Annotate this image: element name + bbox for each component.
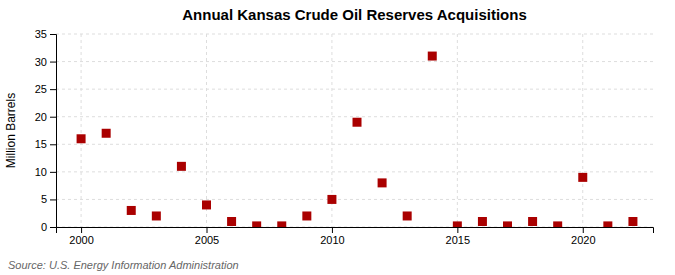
x-tick-label: 2020 xyxy=(571,234,595,246)
point xyxy=(578,173,587,182)
point xyxy=(428,52,437,61)
y-tick: 30 xyxy=(35,56,56,68)
grid-line xyxy=(56,199,653,200)
x-axis-line xyxy=(57,228,654,234)
point xyxy=(478,217,487,226)
y-tick-label: 5 xyxy=(41,193,47,205)
grid-line xyxy=(56,61,653,62)
x-tick-mark xyxy=(332,227,333,233)
point xyxy=(302,211,311,220)
y-tick-mark xyxy=(50,144,56,145)
y-tick-mark xyxy=(50,117,56,118)
point xyxy=(327,195,336,204)
point xyxy=(528,217,537,226)
x-tick: 2020 xyxy=(571,227,595,246)
point xyxy=(453,221,462,227)
y-tick: 15 xyxy=(35,138,56,150)
point xyxy=(353,118,362,127)
point xyxy=(227,217,236,226)
x-axis: 2000 2005 2010 2015 2020 xyxy=(57,227,654,246)
point xyxy=(628,217,637,226)
grid-line xyxy=(81,34,82,227)
title: Annual Kansas Crude Oil Reserves Acquisi… xyxy=(182,6,527,23)
point xyxy=(252,221,261,227)
y-tick: 20 xyxy=(35,111,56,123)
grid-line xyxy=(206,34,207,227)
grid-line xyxy=(56,89,653,90)
grid xyxy=(56,34,653,227)
plot: 2000 2005 2010 2015 2020 0 5 10 15 20 25 30 35 xyxy=(35,28,654,246)
x-tick-mark xyxy=(457,227,458,233)
chart: 2000 2005 2010 2015 2020 0 5 10 15 20 25 30 35 Annual… xyxy=(0,0,675,275)
y-tick-label: 20 xyxy=(35,111,47,123)
grid-line xyxy=(582,34,583,227)
x-tick-mark xyxy=(583,227,584,233)
x-tick: 2000 xyxy=(69,227,93,246)
y-axis-line xyxy=(50,35,57,228)
y-tick-mark xyxy=(50,34,56,35)
grid-line xyxy=(56,116,653,117)
point xyxy=(603,221,612,227)
y-tick-label: 35 xyxy=(35,28,47,40)
y-axis-title: Million Barrels xyxy=(4,93,18,168)
grid-line xyxy=(56,144,653,145)
x-tick-mark xyxy=(81,227,82,233)
y-tick-label: 30 xyxy=(35,56,47,68)
point xyxy=(152,211,161,220)
y-tick-mark xyxy=(50,89,56,90)
y-tick: 5 xyxy=(41,193,56,205)
point xyxy=(378,178,387,187)
point xyxy=(503,221,512,227)
y-tick-mark xyxy=(50,199,56,200)
x-tick-label: 2010 xyxy=(320,234,344,246)
x-tick: 2005 xyxy=(195,227,219,246)
y-tick: 10 xyxy=(35,166,56,178)
grid-line xyxy=(457,34,458,227)
source: Source: U.S. Energy Information Administ… xyxy=(8,259,239,271)
x-tick-label: 2005 xyxy=(195,234,219,246)
y-tick-mark xyxy=(50,62,56,63)
y-tick-label: 15 xyxy=(35,138,47,150)
y-axis: 0 5 10 15 20 25 30 35 xyxy=(35,28,57,233)
point xyxy=(102,129,111,138)
grid-line xyxy=(56,171,653,172)
points xyxy=(77,52,638,227)
point xyxy=(403,211,412,220)
y-tick: 35 xyxy=(35,28,56,40)
point xyxy=(177,162,186,171)
point xyxy=(202,200,211,209)
x-tick-mark xyxy=(207,227,208,233)
y-tick-label: 25 xyxy=(35,83,47,95)
x-tick: 2015 xyxy=(446,227,470,246)
x-tick-label: 2015 xyxy=(446,234,470,246)
y-tick-label: 10 xyxy=(35,166,47,178)
point xyxy=(127,206,136,215)
x-tick: 2010 xyxy=(320,227,344,246)
y-tick-label: 0 xyxy=(41,221,47,233)
y-tick-mark xyxy=(50,227,56,228)
y-tick: 0 xyxy=(41,221,56,233)
point xyxy=(553,221,562,227)
y-tick-mark xyxy=(50,172,56,173)
y-tick: 25 xyxy=(35,83,56,95)
x-tick-label: 2000 xyxy=(69,234,93,246)
grid-line xyxy=(56,34,653,35)
point xyxy=(77,134,86,143)
point xyxy=(277,221,286,227)
